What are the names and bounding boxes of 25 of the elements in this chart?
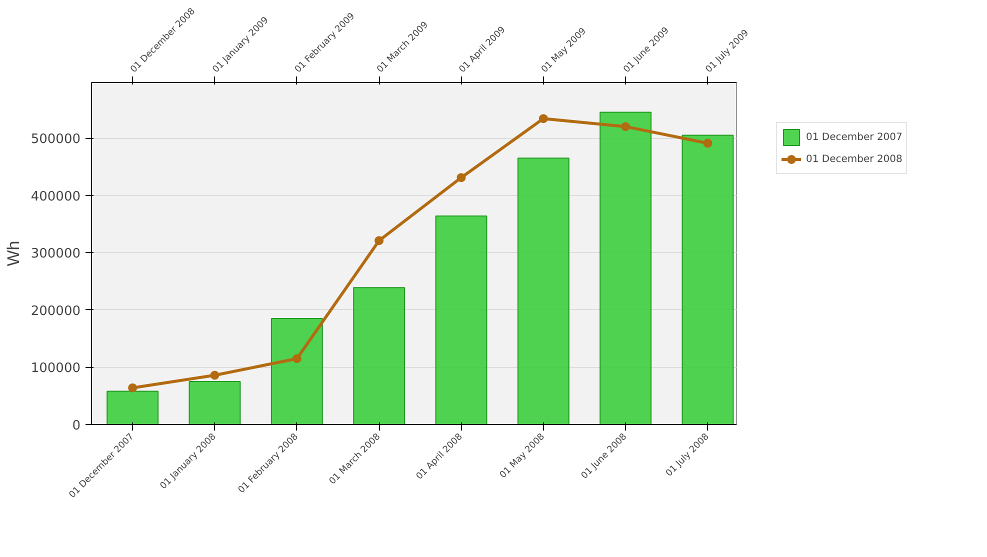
point (292, 354, 302, 364)
y-tick-label: 500000 (30, 132, 81, 148)
bar (682, 134, 734, 424)
y-tick-label: 300000 (30, 246, 81, 262)
bar (600, 112, 652, 424)
point (621, 122, 630, 132)
point (210, 370, 220, 380)
point (128, 383, 138, 392)
y-axis-title: Wh (4, 240, 23, 266)
y-tick-label: 200000 (30, 304, 81, 319)
bar (270, 318, 323, 424)
point (538, 114, 548, 124)
bar (353, 287, 406, 424)
point (456, 173, 466, 182)
bar (517, 158, 570, 424)
legend-label: 01 December 2008 (806, 154, 902, 164)
bar (106, 390, 159, 424)
y-tick-label: 100000 (30, 361, 81, 376)
y-tick-label: 400000 (30, 189, 81, 204)
bar (188, 381, 241, 424)
y-tick-label: 0 (72, 418, 81, 434)
legend-label: 01 December 2007 (806, 132, 902, 142)
point (374, 236, 384, 246)
bar (435, 215, 488, 424)
point (703, 138, 712, 148)
